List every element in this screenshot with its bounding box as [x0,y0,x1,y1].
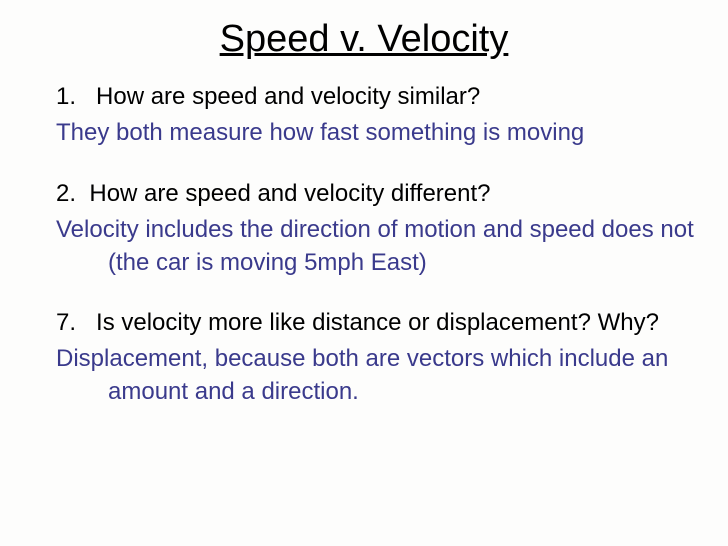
answer-2: Velocity includes the direction of motio… [28,214,700,279]
question-number-1: 1. [56,83,76,110]
question-text-1: How are speed and velocity similar? [96,83,480,110]
answer-1: They both measure how fast something is … [28,117,700,149]
question-text-3: Is velocity more like distance or displa… [96,309,659,336]
question-1: 1. How are speed and velocity similar? [28,81,700,113]
question-number-3: 7. [56,309,76,336]
question-2: 2. How are speed and velocity different? [28,178,700,210]
page-title: Speed v. Velocity [28,18,700,61]
question-text-2: How are speed and velocity different? [89,180,490,207]
question-number-2: 2. [56,180,76,207]
question-3: 7. Is velocity more like distance or dis… [28,307,700,339]
answer-3: Displacement, because both are vectors w… [28,343,700,408]
